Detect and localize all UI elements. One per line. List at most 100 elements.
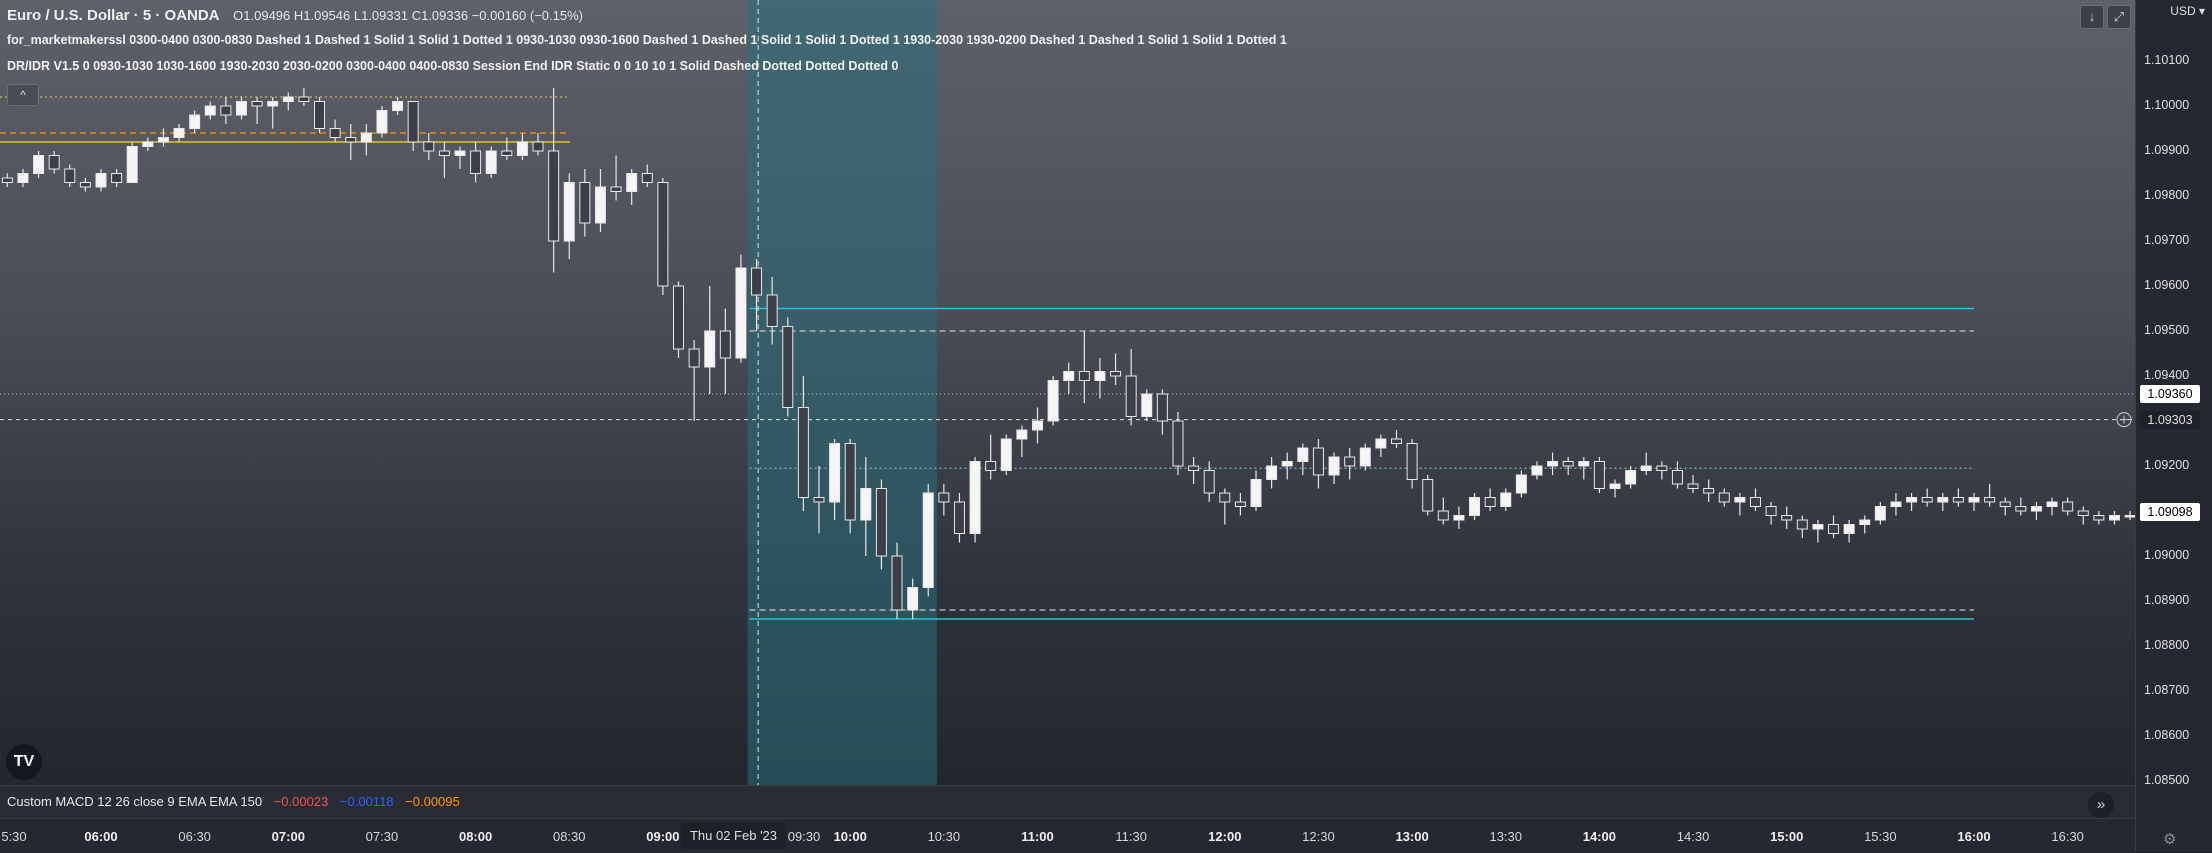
macd-indicator-pane[interactable]: Custom MACD 12 26 close 9 EMA EMA 150 −0… bbox=[0, 785, 2135, 819]
macd-value-1: −0.00023 bbox=[273, 794, 329, 809]
currency-label[interactable]: USD bbox=[2170, 4, 2196, 18]
time-tick: 10:30 bbox=[927, 829, 961, 844]
chart-area[interactable] bbox=[0, 0, 2135, 785]
candle-body bbox=[1578, 461, 1590, 467]
indicator-legend-2[interactable]: DR/IDR V1.5 0 0930-1030 1030-1600 1930-2… bbox=[7, 59, 899, 73]
candle-body bbox=[251, 101, 263, 107]
candle-body bbox=[1469, 497, 1481, 516]
candle-body bbox=[1390, 438, 1402, 444]
candle-body bbox=[844, 443, 856, 521]
time-tick: 11:30 bbox=[1115, 829, 1147, 844]
macd-label: Custom MACD 12 26 close 9 EMA EMA 150 bbox=[7, 794, 263, 809]
candle-body bbox=[2093, 515, 2105, 521]
candle-body bbox=[157, 137, 169, 143]
candle-body bbox=[392, 101, 404, 111]
candle-body bbox=[1188, 465, 1200, 471]
candle-body bbox=[345, 137, 357, 143]
candle-body bbox=[1874, 506, 1886, 521]
add-alert-icon bbox=[2116, 412, 2132, 428]
candle-body bbox=[704, 330, 716, 368]
candle-body bbox=[1921, 497, 1933, 503]
candle-body bbox=[829, 443, 841, 503]
candle-body bbox=[2046, 501, 2058, 507]
candle-body bbox=[1, 177, 13, 183]
time-axis[interactable]: 5:30 06:00 06:30 07:00 07:30 08:00 08:30 09:00 0… bbox=[0, 818, 2135, 853]
candle-body bbox=[142, 141, 154, 147]
last-price-tag: 1.09098 bbox=[2140, 502, 2200, 521]
candle-body bbox=[1781, 515, 1793, 521]
indicator-legend-1[interactable]: for_marketmakerssl 0300-0400 0300-0830 D… bbox=[7, 33, 1287, 47]
maximize-icon[interactable]: ⤢ bbox=[2107, 5, 2131, 29]
candle-body bbox=[1984, 497, 1996, 503]
tradingview-logo[interactable]: TV bbox=[6, 744, 42, 780]
settings-gear-icon[interactable]: ⚙ bbox=[2163, 831, 2177, 848]
macd-value-3: −0.00095 bbox=[405, 794, 460, 809]
candle-body bbox=[1734, 497, 1746, 503]
time-tick: 11:00 bbox=[1021, 829, 1054, 844]
candle-body bbox=[1422, 479, 1434, 512]
macd-value-2: −0.00118 bbox=[339, 794, 394, 809]
candle-body bbox=[423, 141, 435, 152]
candle-body bbox=[610, 186, 622, 192]
candle-body bbox=[1656, 465, 1668, 471]
price-tick: 1.08600 bbox=[2144, 728, 2190, 742]
candle-body bbox=[1219, 492, 1231, 503]
candle-body bbox=[407, 101, 419, 143]
ohlc-values: O1.09496 H1.09546 L1.09331 C1.09336 −0.0… bbox=[233, 8, 583, 23]
price-tick: 1.09000 bbox=[2144, 548, 2190, 562]
candle-body bbox=[1547, 461, 1559, 467]
candle-body bbox=[1999, 501, 2011, 507]
price-tick: 1.09600 bbox=[2144, 278, 2190, 292]
candle-body bbox=[1625, 470, 1637, 485]
candle-body bbox=[360, 132, 372, 143]
candle-body bbox=[33, 155, 45, 174]
candle-body bbox=[1531, 465, 1543, 476]
chart-legend: Euro / U.S. Dollar · 5 · OANDA O1.09496 … bbox=[7, 7, 583, 24]
candle-body bbox=[1640, 465, 1652, 471]
candle-body bbox=[751, 267, 763, 296]
candle-body bbox=[79, 182, 91, 188]
candle-body bbox=[719, 330, 731, 359]
candle-body bbox=[516, 141, 528, 156]
candle-body bbox=[1687, 483, 1699, 489]
candle-body bbox=[1359, 447, 1371, 467]
price-tick: 1.09700 bbox=[2144, 233, 2190, 247]
candle-body bbox=[64, 168, 76, 183]
candle-body bbox=[782, 326, 794, 408]
candle-body bbox=[2062, 501, 2074, 512]
candle-body bbox=[688, 348, 700, 368]
candle-body bbox=[1718, 492, 1730, 503]
time-tick: 06:00 bbox=[84, 829, 118, 844]
candlestick-chart[interactable] bbox=[0, 0, 2135, 785]
candle-body bbox=[1609, 483, 1621, 489]
price-tick: 1.09500 bbox=[2144, 323, 2190, 337]
candle-body bbox=[1968, 497, 1980, 503]
symbol-title[interactable]: Euro / U.S. Dollar · 5 · OANDA bbox=[7, 7, 220, 24]
candle-body bbox=[1843, 524, 1855, 534]
candle-body bbox=[1375, 438, 1387, 449]
candle-body bbox=[1172, 420, 1184, 467]
scroll-down-icon[interactable]: ↓ bbox=[2080, 5, 2104, 29]
time-tick: 10:00 bbox=[833, 829, 867, 844]
candle-body bbox=[907, 587, 919, 611]
level-price-tag: 1.09303 bbox=[2140, 410, 2200, 429]
candle-body bbox=[1828, 524, 1840, 534]
scroll-forward-icon[interactable]: » bbox=[2088, 792, 2114, 818]
candle-body bbox=[1906, 497, 1918, 503]
collapse-legend-button[interactable]: ^ bbox=[7, 84, 39, 106]
candle-body bbox=[501, 150, 513, 156]
candle-body bbox=[735, 267, 747, 359]
candle-body bbox=[1156, 393, 1168, 422]
time-tick: 16:30 bbox=[2051, 829, 2084, 844]
candle-body bbox=[314, 101, 326, 129]
time-tick: 06:30 bbox=[178, 829, 211, 844]
price-scale[interactable]: USD ▾ 1.10100 1.10000 1.09900 1.09800 1.0970… bbox=[2135, 0, 2212, 852]
candle-body bbox=[111, 173, 123, 183]
time-tick: 15:30 bbox=[1864, 829, 1897, 844]
candle-body bbox=[376, 110, 388, 134]
currency-selector[interactable]: USD ▾ bbox=[2170, 4, 2205, 18]
macd-legend[interactable]: Custom MACD 12 26 close 9 EMA EMA 150 −0… bbox=[7, 794, 460, 809]
session-box bbox=[747, 0, 937, 785]
candle-body bbox=[1000, 438, 1012, 471]
candle-body bbox=[1765, 506, 1777, 516]
